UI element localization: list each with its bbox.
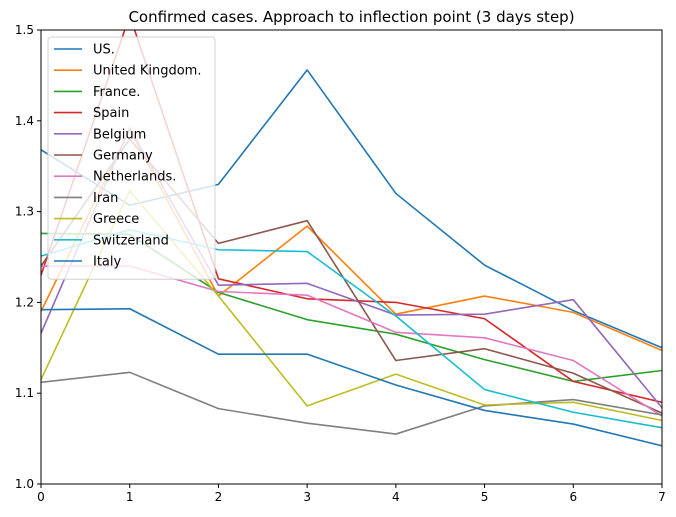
chart-title: Confirmed cases. Approach to inflection … xyxy=(128,8,574,26)
legend-label: France. xyxy=(93,85,140,100)
legend-label: Italy xyxy=(93,255,122,270)
x-tick-label: 6 xyxy=(569,490,577,504)
legend-box xyxy=(47,36,216,280)
series-line-10 xyxy=(41,307,662,447)
x-tick-label: 7 xyxy=(658,490,666,504)
y-tick-label: 1.1 xyxy=(15,386,34,400)
legend-label: Switzerland xyxy=(93,233,169,248)
y-tick-label: 1.3 xyxy=(15,205,34,219)
legend-label: Netherlands. xyxy=(93,170,176,185)
legend-label: Greece xyxy=(93,212,139,227)
y-axis: 1.0 1.1 1.2 1.3 1.4 1.5 xyxy=(15,23,41,491)
y-tick-label: 1.5 xyxy=(15,23,34,37)
legend-label: Spain xyxy=(93,106,129,121)
legend: US. United Kingdom. France. Spain Belgium Ger… xyxy=(47,36,216,280)
x-tick-label: 3 xyxy=(303,490,311,504)
series-line-7 xyxy=(41,371,662,435)
plot-frame xyxy=(40,29,663,485)
x-tick-label: 4 xyxy=(392,490,400,504)
legend-label: United Kingdom. xyxy=(93,64,201,79)
x-tick-label: 5 xyxy=(481,490,489,504)
x-tick-label: 0 xyxy=(37,490,45,504)
legend-label: Germany xyxy=(93,149,153,164)
y-tick-label: 1.2 xyxy=(15,295,34,309)
x-tick-label: 1 xyxy=(126,490,134,504)
series-line-6 xyxy=(41,265,662,417)
x-tick-label: 2 xyxy=(215,490,223,504)
legend-label: Belgium xyxy=(93,127,146,142)
y-tick-label: 1.4 xyxy=(15,114,34,128)
y-tick-label: 1.0 xyxy=(15,477,34,491)
x-axis: 0 1 2 3 4 5 6 7 xyxy=(37,484,666,504)
legend-label: US. xyxy=(93,43,115,58)
legend-label: Iran xyxy=(93,191,118,206)
